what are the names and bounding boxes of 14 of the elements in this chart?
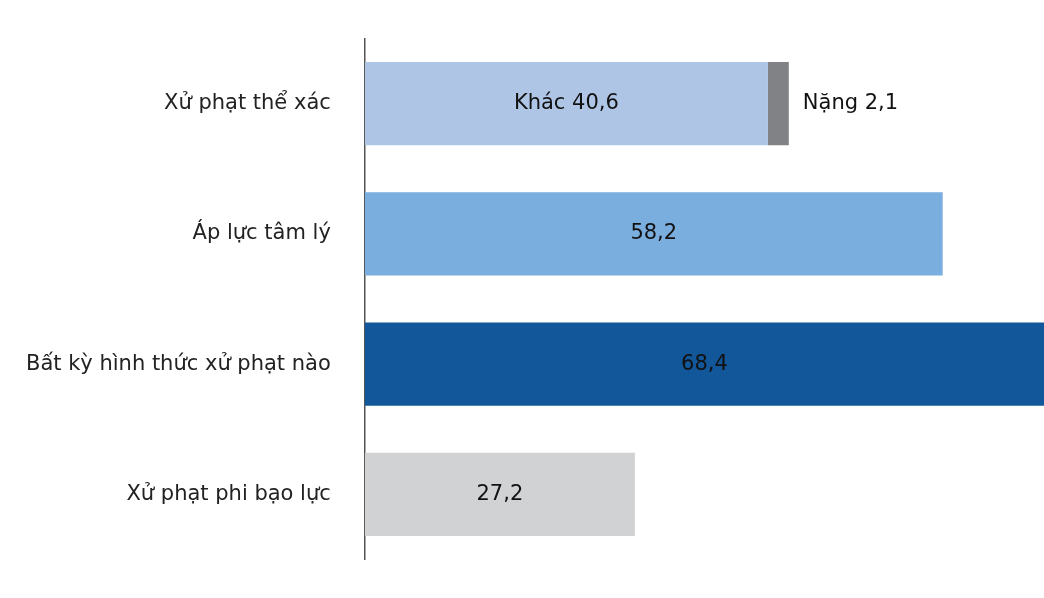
bar bbox=[364, 62, 768, 146]
data-label: 58,2 bbox=[630, 220, 678, 245]
data-label: 27,2 bbox=[476, 480, 524, 505]
bar bbox=[364, 192, 943, 276]
bar bbox=[364, 452, 635, 536]
y-tick-label: Áp lực tâm lý bbox=[192, 219, 331, 245]
y-tick-label: Xử phạt thể xác bbox=[164, 90, 331, 115]
bar bbox=[767, 62, 789, 146]
data-label: Nặng 2,1 bbox=[802, 90, 899, 115]
data-label: 68,4 bbox=[681, 350, 728, 375]
bar bbox=[364, 322, 1044, 406]
data-label: Khác 40,6 bbox=[513, 90, 619, 115]
y-tick-label: Bất kỳ hình thức xử phạt nào bbox=[25, 350, 331, 375]
y-tick-label: Xử phạt phi bạo lực bbox=[126, 480, 331, 505]
